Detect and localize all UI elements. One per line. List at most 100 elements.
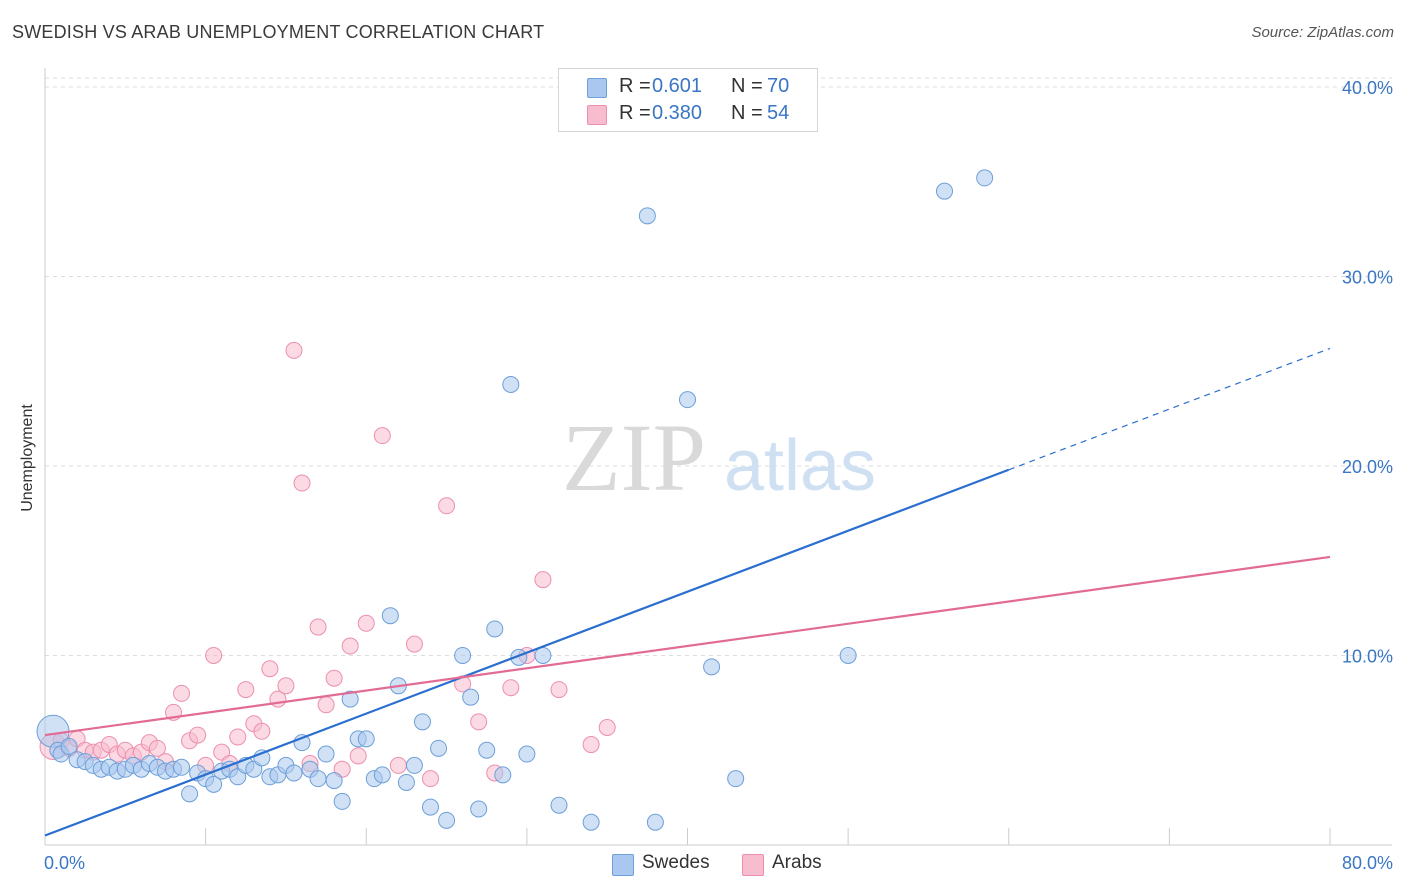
arabs-point xyxy=(237,681,255,699)
swedes-point xyxy=(397,773,415,791)
swedes-point xyxy=(470,800,488,818)
arabs-point xyxy=(502,679,520,697)
axes xyxy=(44,68,1392,846)
stats-row-swedes: R = 0.601 N = 70 xyxy=(559,75,815,101)
swedes-point xyxy=(703,658,721,676)
arabs-point xyxy=(189,726,207,744)
y-tick-label: 30.0% xyxy=(1342,267,1393,287)
data-points xyxy=(36,169,994,831)
arabs-point xyxy=(309,618,327,636)
swedes-n-label: N = xyxy=(731,75,763,97)
y-tick-label: 10.0% xyxy=(1342,646,1393,666)
swedes-point xyxy=(285,764,303,782)
arabs-point xyxy=(277,677,295,695)
legend-arabs[interactable]: Arabs xyxy=(742,852,842,878)
swedes-point xyxy=(422,798,439,816)
tick-labels: 10.0% 20.0% 30.0% 40.0% 0.0% 80.0% xyxy=(44,78,1393,873)
swedes-point xyxy=(454,646,472,664)
watermark-atlas: atlas xyxy=(724,426,876,506)
arabs-point xyxy=(373,427,391,445)
swedes-point xyxy=(550,796,568,814)
arabs-point xyxy=(405,635,423,653)
swedes-point xyxy=(494,766,512,784)
y-axis-label: Unemployment xyxy=(19,404,36,512)
swedes-swatch xyxy=(587,78,607,98)
swedes-point xyxy=(317,745,335,763)
swedes-point xyxy=(646,813,664,831)
arabs-point xyxy=(598,719,616,737)
arabs-point xyxy=(422,770,439,788)
arabs-n-value: 54 xyxy=(767,102,790,124)
arabs-r-value: 0.380 xyxy=(652,102,703,124)
swedes-point xyxy=(727,770,745,788)
arabs-point xyxy=(357,614,375,632)
swedes-trend-line xyxy=(44,468,1010,837)
swedes-point xyxy=(839,646,857,664)
swedes-point xyxy=(976,169,994,187)
swedes-point xyxy=(438,811,456,829)
legend-swedes[interactable]: Swedes xyxy=(612,852,722,878)
swedes-point xyxy=(205,775,223,793)
swedes-point xyxy=(60,737,78,755)
arabs-point xyxy=(173,684,191,702)
swedes-point xyxy=(381,607,399,625)
swedes-point xyxy=(478,741,496,759)
swedes-point xyxy=(341,690,359,708)
arabs-point xyxy=(582,736,600,754)
legend-swedes-swatch xyxy=(612,854,634,876)
swedes-point xyxy=(430,739,448,757)
arabs-point xyxy=(293,474,311,492)
arabs-point xyxy=(325,669,343,687)
arabs-point xyxy=(349,747,367,765)
watermark-zip: ZIP xyxy=(562,404,706,511)
legend-arabs-label: Arabs xyxy=(772,852,822,873)
swedes-point xyxy=(325,772,343,790)
chart-source: Source: ZipAtlas.com xyxy=(1251,24,1394,41)
swedes-point xyxy=(936,182,953,200)
swedes-point xyxy=(582,813,600,831)
swedes-r-label: R = xyxy=(619,75,651,97)
swedes-point xyxy=(518,745,536,763)
swedes-point xyxy=(462,688,480,706)
swedes-point xyxy=(534,646,552,664)
swedes-point xyxy=(413,713,431,731)
swedes-point xyxy=(486,620,504,638)
arabs-point xyxy=(550,681,568,699)
swedes-trend-extension xyxy=(1008,347,1331,471)
swedes-point xyxy=(333,792,351,810)
arabs-r-label: R = xyxy=(619,102,651,124)
arabs-point xyxy=(470,713,488,731)
arabs-point xyxy=(148,739,166,757)
swedes-point xyxy=(357,730,375,748)
grid-lines xyxy=(45,77,1392,656)
trend-lines xyxy=(44,347,1331,837)
swedes-point xyxy=(638,207,656,225)
arabs-point xyxy=(253,722,271,740)
arabs-point xyxy=(261,660,279,678)
chart-title: SWEDISH VS ARAB UNEMPLOYMENT CORRELATION… xyxy=(12,22,545,42)
arabs-point xyxy=(389,756,407,774)
arabs-point xyxy=(341,637,359,655)
arabs-point xyxy=(438,497,456,515)
stats-row-arabs: R = 0.380 N = 54 xyxy=(559,102,815,128)
swedes-r-value: 0.601 xyxy=(652,75,703,97)
swedes-n-value: 70 xyxy=(767,75,790,97)
swedes-point xyxy=(309,770,327,788)
y-tick-label: 40.0% xyxy=(1342,78,1393,98)
arabs-point xyxy=(229,728,247,746)
x-tick-label: 0.0% xyxy=(44,853,85,873)
x-tick-label: 80.0% xyxy=(1342,853,1393,873)
swedes-point xyxy=(173,758,191,776)
arabs-swatch xyxy=(587,105,607,125)
arabs-point xyxy=(317,696,335,714)
arabs-point xyxy=(205,646,223,664)
swedes-point xyxy=(373,766,391,784)
watermark: ZIP atlas xyxy=(562,404,876,511)
y-tick-label: 20.0% xyxy=(1342,457,1393,477)
legend-arabs-swatch xyxy=(742,854,764,876)
arabs-point xyxy=(285,341,303,359)
swedes-point xyxy=(405,756,423,774)
arabs-point xyxy=(534,571,552,589)
arabs-n-label: N = xyxy=(731,102,763,124)
